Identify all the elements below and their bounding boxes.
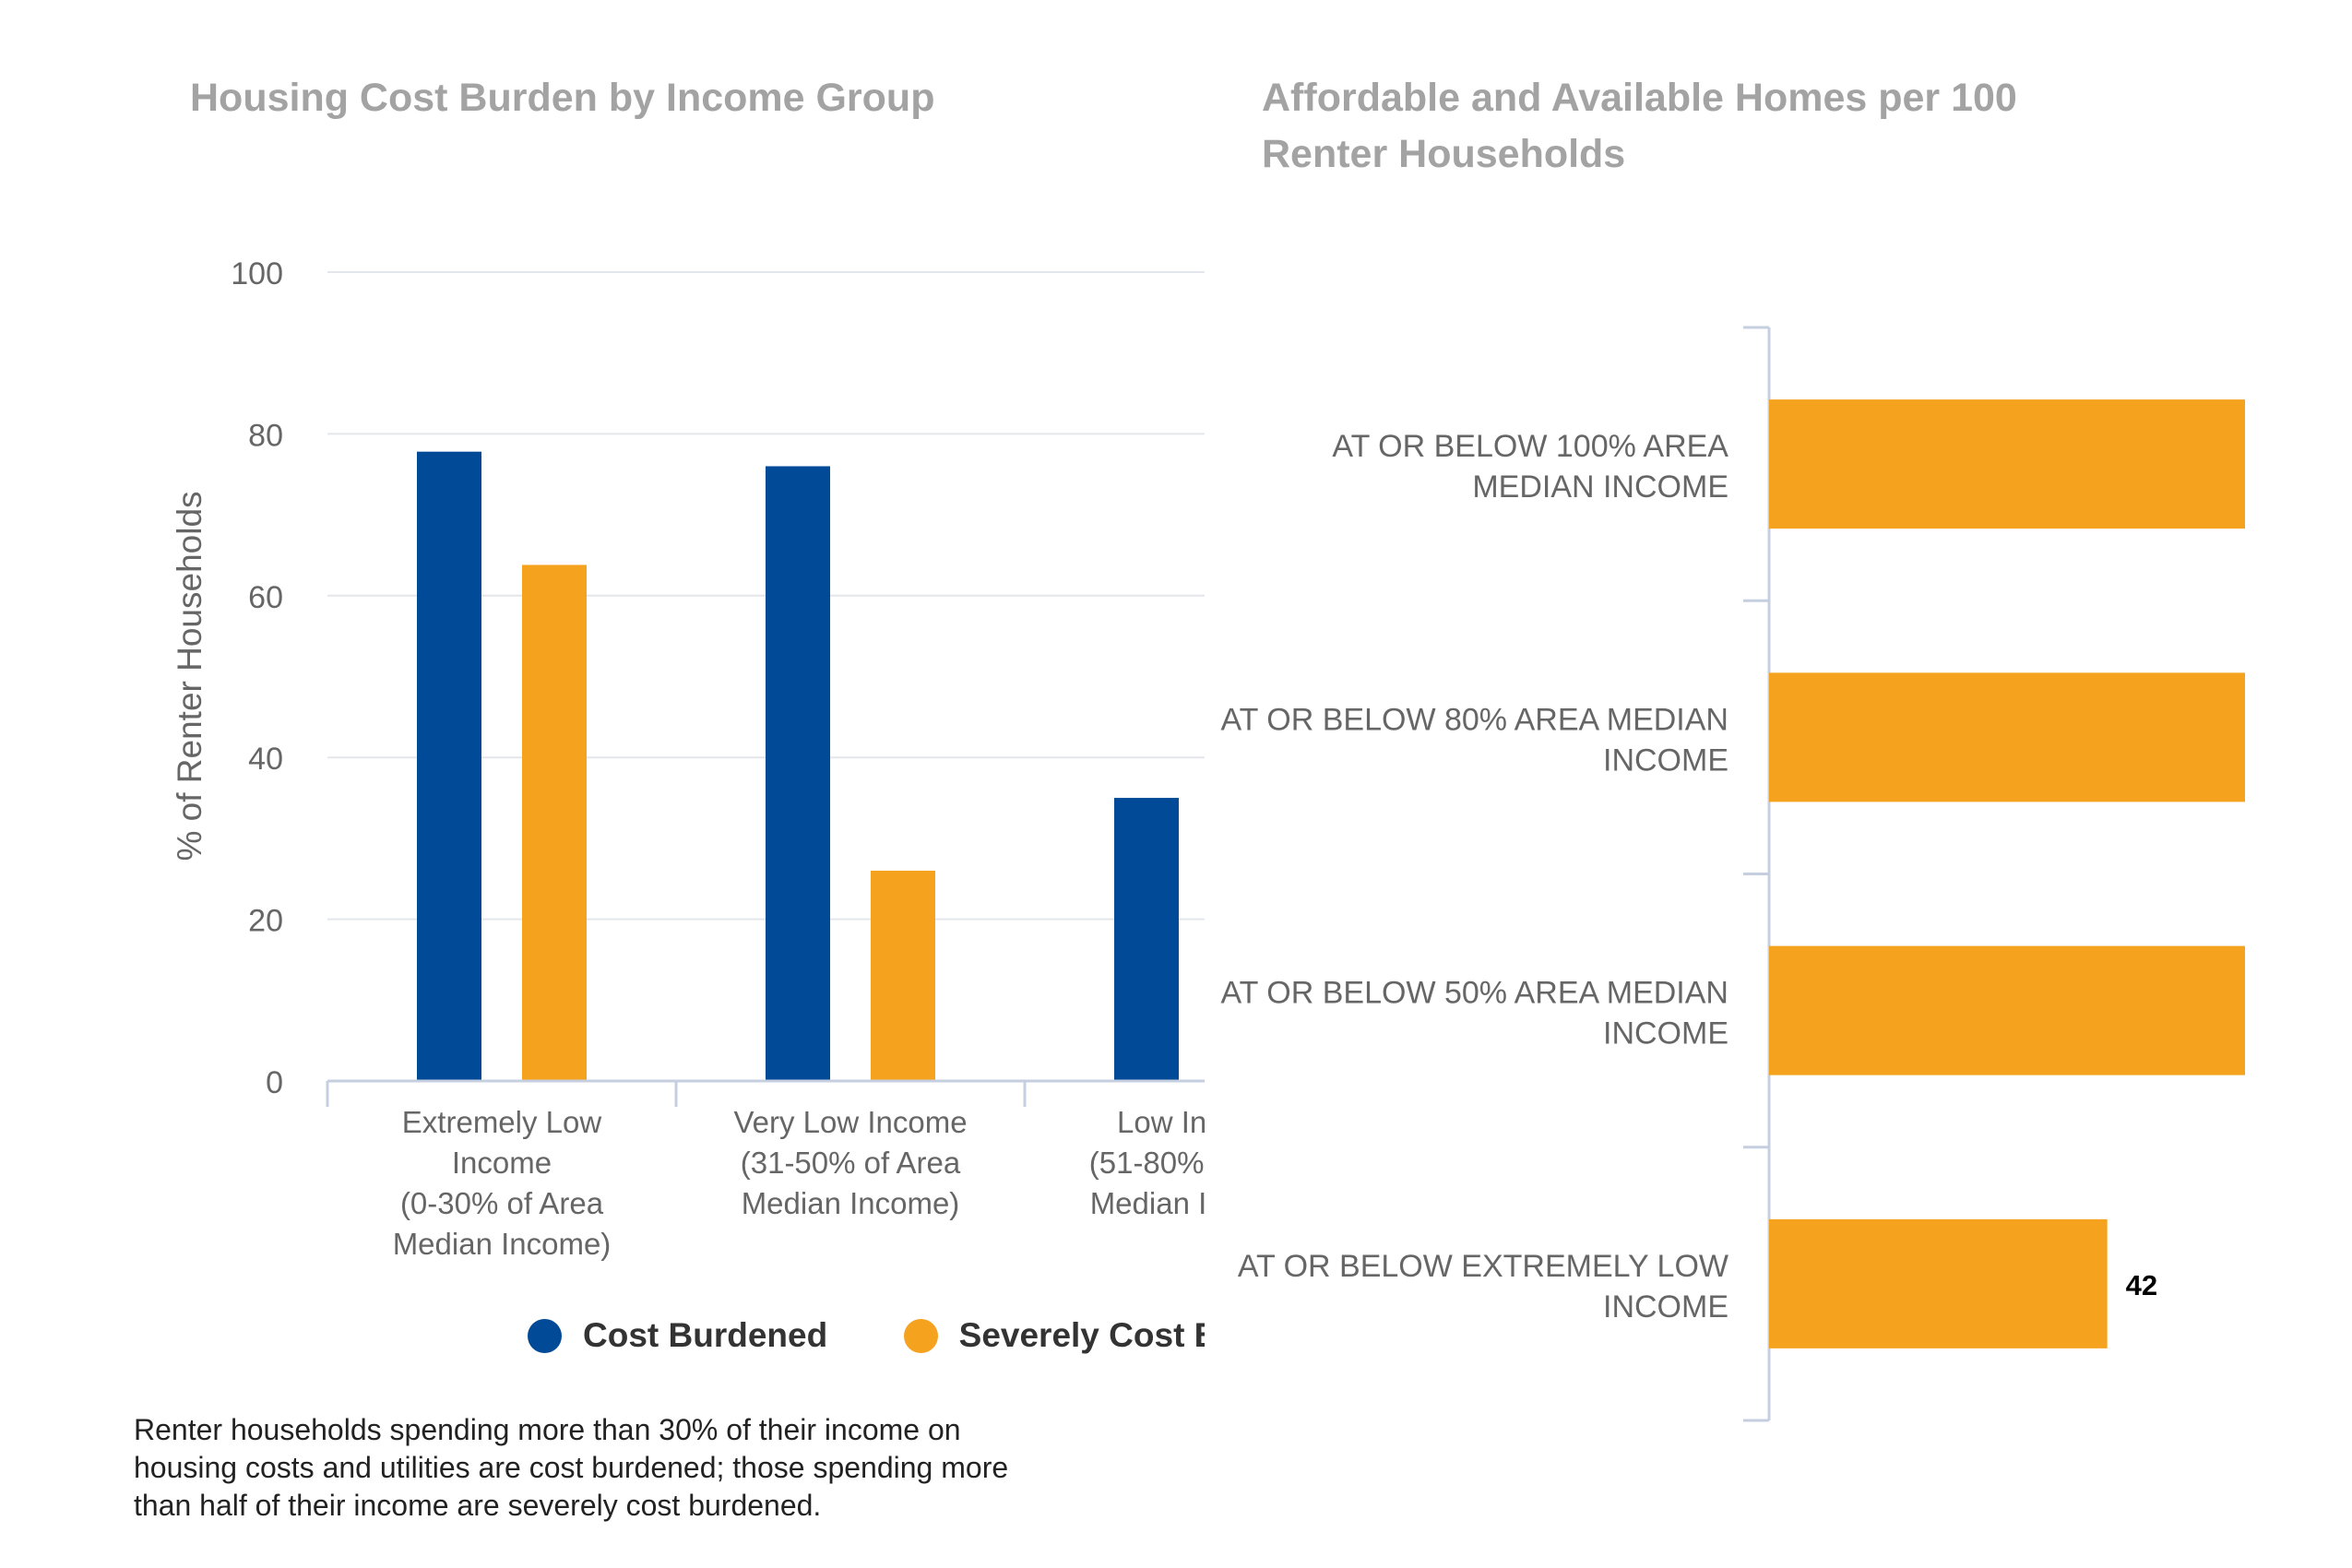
category-label: MEDIAN INCOME [1472,469,1728,505]
cost-burden-chart: Extremely Low Income (0-30% of Area Median … [171,256,1310,1261]
y-tick-label: 0 [266,1065,283,1100]
x-tick-label: Income [452,1146,552,1180]
x-tick-label: Median Income) [742,1186,960,1220]
legend-item-cost-burdened: Cost Burdened [528,1310,827,1361]
bar [1769,672,2245,802]
bar [522,564,587,1081]
bar [1769,1218,2108,1348]
homes-chart-title-line: Renter Households [1262,132,1626,176]
x-tick-label: Low Income [1117,1105,1281,1139]
category-label: AT OR BELOW EXTREMELY LOW [1238,1249,1728,1284]
homes-chart-title-line: Affordable and Available Homes per 100 [1262,76,2017,120]
y-tick-label: 20 [248,904,283,939]
x-tick-label: Extremely Low [402,1105,602,1139]
category-label: INCOME [1603,1016,1728,1051]
y-tick-label: 60 [248,580,283,615]
bar-chart-title: Housing Cost Burden by Income Group [190,76,935,120]
bar [1114,798,1179,1081]
category-label: AT OR BELOW 80% AREA MEDIAN [1221,702,1728,737]
plot-area: Extremely Low Income (0-30% of Area Median … [326,271,1310,1261]
footnote-line: housing costs and utilities are cost bur… [134,1451,1009,1484]
bar [871,870,935,1081]
legend-label: Cost Burdened [583,1316,828,1354]
legend-swatch-icon [903,1318,938,1353]
category-label: AT OR BELOW 100% AREA [1332,429,1728,464]
legend-swatch-icon [528,1318,562,1353]
legend: Cost Burdened Severely Cost Burdened [528,1310,1205,1361]
x-tick-label: Very Low Income [733,1105,967,1139]
footnote-line: Renter households spending more than 30%… [134,1413,961,1446]
homes-chart-title: Affordable and Available Homes per 100 R… [1262,70,2203,183]
category-label: INCOME [1603,742,1728,778]
footnote: Renter households spending more than 30%… [134,1411,1241,1525]
category-label: INCOME [1603,1289,1728,1324]
bar [766,466,830,1082]
bar [1769,399,2245,529]
x-tick-label: Median Income) [393,1227,612,1261]
y-tick-label: 40 [248,742,283,777]
x-tick-label: (51-80% of Area [1089,1146,1310,1180]
legend-item-severely-cost-burdened: Severely Cost Burdened [903,1310,1205,1361]
homes-per-100-chart: AT OR BELOW 100% AREA MEDIAN INCOME AT OR … [1221,326,2245,1422]
y-tick-label: 80 [248,418,283,453]
x-tick-label: (0-30% of Area [400,1186,604,1220]
data-label: 42 [2126,1269,2157,1301]
x-tick-label: (31-50% of Area [741,1146,961,1180]
y-tick-label: 100 [231,256,283,291]
footnote-line: than half of their income are severely c… [134,1489,822,1522]
y-axis-label: % of Renter Households [171,491,208,861]
bar [1769,945,2245,1075]
bar [417,451,481,1082]
legend-label: Severely Cost Burdened [958,1316,1205,1354]
category-label: AT OR BELOW 50% AREA MEDIAN [1221,976,1728,1011]
x-tick-label: Median Income) [1090,1186,1309,1220]
